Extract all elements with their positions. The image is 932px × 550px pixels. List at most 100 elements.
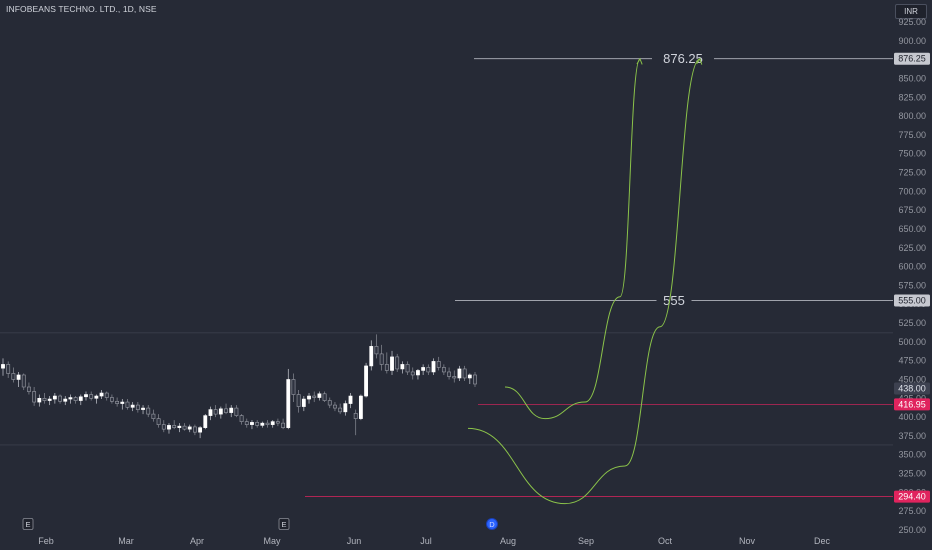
candle: [421, 364, 426, 375]
candle-body: [395, 356, 400, 370]
candle-body: [37, 397, 42, 403]
candle-body: [327, 400, 332, 406]
candle: [99, 390, 104, 400]
price-label: 416.95: [898, 399, 926, 409]
candle-body: [187, 426, 192, 430]
candle: [431, 358, 436, 375]
candle-body: [270, 421, 275, 425]
candle: [78, 394, 83, 406]
price-label-box: [894, 490, 930, 503]
candle-body: [260, 422, 265, 426]
candle-body: [27, 386, 31, 392]
time-label: Feb: [38, 536, 54, 546]
price-label: 438.00: [898, 384, 926, 394]
candle: [265, 420, 270, 428]
candle: [234, 405, 239, 418]
candle: [32, 387, 37, 406]
candle: [296, 390, 301, 413]
candle-body: [32, 391, 37, 403]
candle-body: [125, 401, 130, 408]
candle-body: [462, 368, 467, 379]
candle: [338, 403, 343, 415]
candle: [229, 405, 234, 418]
candle-body: [286, 379, 291, 428]
candle-body: [141, 407, 145, 410]
time-label: Nov: [739, 536, 756, 546]
candle-body: [312, 395, 317, 398]
candle-body: [172, 425, 177, 428]
currency-button[interactable]: INR: [895, 4, 927, 19]
candle: [16, 371, 21, 388]
price-label-box: [894, 52, 930, 65]
candle: [312, 391, 317, 403]
candle: [327, 397, 332, 409]
projection-curve: [467, 58, 701, 505]
candle: [11, 367, 16, 383]
candle-body: [177, 425, 182, 428]
time-label: Dec: [814, 536, 831, 546]
candle: [301, 396, 306, 412]
price-tick-label: 575.00: [898, 280, 926, 290]
candle: [343, 400, 348, 416]
candle: [177, 423, 182, 433]
price-label-box: [894, 382, 930, 395]
time-label: Oct: [658, 536, 673, 546]
candle: [94, 394, 99, 404]
candle-body: [198, 427, 203, 433]
earnings-icon: [22, 518, 34, 530]
time-label: Jun: [347, 536, 362, 546]
candle-body: [374, 346, 379, 355]
candle-body: [161, 424, 166, 430]
time-label: Jul: [420, 536, 432, 546]
candle-body: [384, 364, 389, 371]
price-tick-label: 600.00: [898, 262, 926, 272]
candle: [374, 334, 379, 359]
candle-body: [265, 422, 270, 425]
candle: [239, 414, 244, 425]
candle: [63, 396, 68, 406]
candle-body: [213, 409, 218, 415]
candle-body: [333, 404, 337, 409]
price-label: 555.00: [898, 295, 926, 305]
price-tick-label: 800.00: [898, 111, 926, 121]
candle: [208, 406, 213, 421]
candle: [141, 405, 145, 415]
candle: [130, 402, 135, 412]
candle-body: [281, 422, 285, 428]
dividend-icon: [486, 518, 498, 530]
candle: [146, 405, 151, 418]
candle-body: [405, 364, 410, 373]
candle: [457, 365, 462, 381]
candle: [379, 344, 384, 371]
candle: [322, 391, 327, 403]
candle-body: [348, 395, 353, 404]
candle: [369, 340, 374, 371]
candle: [203, 414, 208, 430]
time-label: Mar: [118, 536, 134, 546]
candle-body: [94, 395, 99, 399]
candle-body: [436, 361, 441, 368]
candle: [260, 421, 265, 428]
event-marker-label: E: [281, 520, 286, 529]
candle: [353, 409, 358, 436]
candle-body: [229, 407, 234, 413]
candle: [161, 420, 166, 433]
candle-body: [317, 393, 322, 398]
candle: [270, 420, 275, 428]
price-label: 294.40: [898, 492, 926, 502]
candle-body: [296, 394, 301, 407]
candle: [182, 423, 187, 431]
candle-body: [275, 421, 280, 424]
candle-body: [84, 394, 88, 398]
candle-body: [452, 376, 457, 379]
price-tick-label: 925.00: [898, 17, 926, 27]
candle-body: [120, 401, 125, 404]
projection-curve: [504, 58, 641, 420]
candle-body: [457, 368, 462, 379]
faint-lines: [0, 332, 893, 446]
candle: [37, 394, 42, 407]
candle: [187, 424, 192, 433]
candle: [151, 409, 156, 422]
